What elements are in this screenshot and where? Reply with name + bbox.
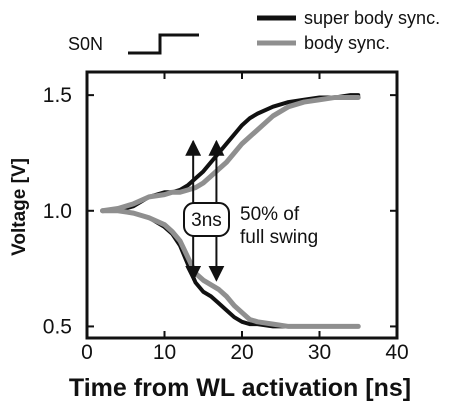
- x-tick-label: 10: [153, 341, 176, 364]
- y-axis-title: Voltage [V]: [9, 158, 30, 256]
- legend-label-super-body-sync: super body sync.: [304, 8, 440, 28]
- delay-badge: [183, 202, 230, 237]
- series-line-1-1: [100, 208, 361, 329]
- legend: super body sync. body sync.: [257, 8, 440, 53]
- series-line-1-0: [100, 94, 361, 214]
- series-layer: [100, 93, 361, 329]
- x-tick-label: 0: [81, 341, 93, 364]
- series-line-0-1: [100, 208, 361, 329]
- swing-label-line1: 50% of: [240, 204, 300, 225]
- y-tick-label: 1.0: [43, 200, 72, 223]
- annotation-layer: 3ns 50% of full swing: [183, 139, 318, 282]
- x-tick-label: 20: [230, 341, 253, 364]
- son-waveform-icon: [128, 33, 199, 55]
- x-tick-label: 40: [385, 341, 408, 364]
- x-axis: 0 10 20 30 40: [81, 72, 409, 364]
- delay-label: 3ns: [191, 210, 222, 231]
- y-tick-label: 1.5: [43, 84, 72, 107]
- x-axis-title: Time from WL activation [ns]: [69, 374, 411, 402]
- y-tick-label: 0.5: [43, 315, 72, 338]
- legend-label-body-sync: body sync.: [304, 33, 390, 53]
- x-tick-label: 30: [308, 341, 331, 364]
- series-line-0-0: [100, 93, 361, 213]
- y-axis: 0.5 1.0 1.5: [43, 84, 397, 338]
- swing-label-line2: full swing: [240, 227, 318, 248]
- son-label: S0N: [68, 34, 103, 54]
